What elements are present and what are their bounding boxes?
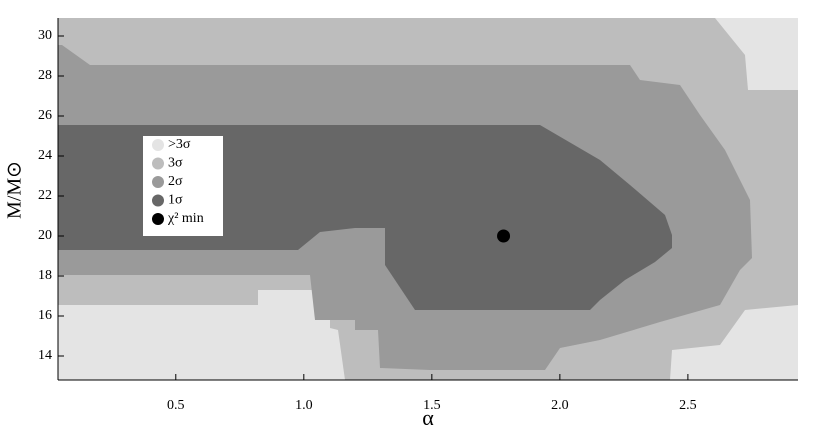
y-tick-label: 22 [38,188,52,203]
y-tick-label: 28 [38,68,52,83]
legend-label: 2σ [168,174,183,189]
legend-swatch [152,194,164,207]
legend-label: >3σ [168,137,191,152]
y-tick-label: 14 [38,348,52,363]
legend-swatch [152,176,164,188]
x-tick-label: 1.5 [423,398,441,413]
y-tick-label: 16 [38,308,52,323]
legend-label: χ² min [167,211,204,226]
y-axis-label: M/M⊙ [4,161,26,219]
y-tick-label: 24 [38,148,52,163]
x-axis-label: α [422,405,434,430]
y-tick-label: 26 [38,108,52,123]
legend-label: 1σ [168,193,183,208]
legend-swatch [152,139,164,151]
legend-swatch [152,213,164,225]
legend-swatch [152,157,164,170]
x-tick-label: 1.0 [295,398,313,413]
y-tick-label: 20 [38,228,52,243]
chi2-min-point [497,229,511,243]
x-tick-label: 0.5 [167,398,185,413]
x-tick-label: 2.5 [679,398,697,413]
y-tick-label: 18 [38,268,52,283]
legend-label: 3σ [168,156,183,171]
y-tick-label: 30 [38,28,52,43]
x-tick-label: 2.0 [551,398,569,413]
